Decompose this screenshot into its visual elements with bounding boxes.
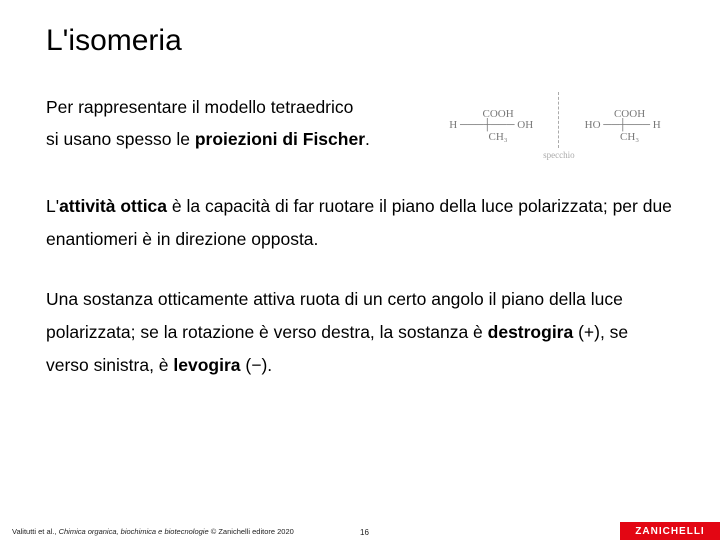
mirror-label: specchio: [543, 150, 575, 160]
intro-line2a: si usano spesso le: [46, 129, 195, 149]
paragraph-1: L'attività ottica è la capacità di far r…: [46, 190, 674, 257]
fischer-right-molecule: COOH HO ──┼─── H CH₃: [585, 109, 661, 144]
footer: Valitutti et al., Chimica organica, bioc…: [0, 522, 720, 540]
intro-line1: Per rappresentare il modello tetraedrico: [46, 97, 353, 117]
p2-e: (−).: [241, 355, 273, 375]
intro-bold: proiezioni di Fischer: [195, 129, 365, 149]
slide-title: L'isomeria: [46, 24, 674, 58]
p2-b: destrogira: [488, 322, 574, 342]
credit-c: © Zanichelli editore 2020: [209, 527, 294, 536]
credit-a: Valitutti et al.,: [12, 527, 59, 536]
page-number: 16: [360, 528, 369, 537]
intro-text: Per rappresentare il modello tetraedrico…: [46, 92, 426, 155]
credit-b: Chimica organica, biochimica e biotecnol…: [59, 527, 209, 536]
p1-b: attività ottica: [59, 196, 167, 216]
mol-right-l3: CH₃: [606, 132, 639, 144]
publisher-logo: ZANICHELLI: [620, 522, 720, 540]
p1-a: L': [46, 196, 59, 216]
fischer-left-molecule: COOH H ───┼─── OH CH₃: [449, 109, 533, 144]
paragraph-2: Una sostanza otticamente attiva ruota di…: [46, 283, 674, 383]
mirror: specchio: [543, 92, 575, 160]
footer-credit: Valitutti et al., Chimica organica, bioc…: [0, 527, 294, 536]
mol-left-l3: CH₃: [475, 132, 508, 144]
intro-row: Per rappresentare il modello tetraedrico…: [46, 92, 674, 160]
intro-line2c: .: [365, 129, 370, 149]
fischer-diagram: COOH H ───┼─── OH CH₃ specchio COOH HO ─…: [436, 92, 674, 160]
mirror-line: [558, 92, 559, 148]
p2-d: levogira: [173, 355, 240, 375]
